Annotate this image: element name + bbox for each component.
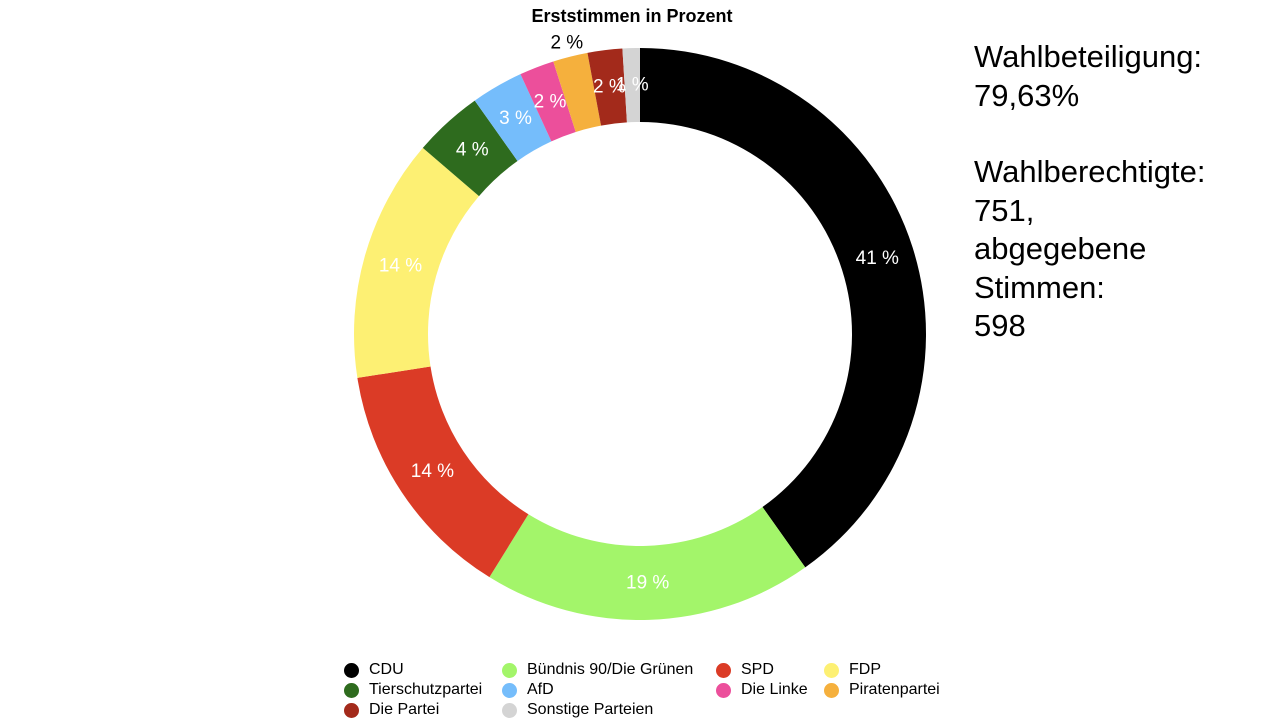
legend-swatch	[716, 682, 731, 698]
legend-item-tierschutzpartei: Tierschutzpartei	[344, 681, 502, 699]
votes-label-2: Stimmen:	[974, 269, 1105, 305]
legend-item-spd: SPD	[716, 661, 824, 679]
slice-tierschutzpartei	[422, 100, 518, 197]
legend-label: Die Partei	[369, 701, 440, 718]
slice-label-tierschutzpartei: 4 %	[456, 139, 489, 160]
slice-label-sonstige-parteien: 1 %	[616, 75, 649, 96]
slice-cdu	[640, 48, 927, 568]
slice-label-spd: 14 %	[411, 461, 454, 482]
legend-swatch	[344, 662, 359, 678]
legend-item-sonstige-parteien: Sonstige Parteien	[502, 701, 716, 719]
legend-item-afd: AfD	[502, 681, 716, 699]
legend-swatch	[344, 702, 359, 718]
legend-item-die-linke: Die Linke	[716, 681, 824, 699]
legend-swatch	[344, 682, 359, 698]
legend-label: SPD	[741, 661, 774, 678]
legend-label: Bündnis 90/Die Grünen	[527, 661, 694, 678]
slice-label-piratenpartei: 2 %	[550, 33, 583, 54]
legend-swatch	[502, 702, 517, 718]
legend-label: Tierschutzpartei	[369, 681, 483, 698]
eligible-label: Wahlberechtigte:	[974, 154, 1206, 189]
slice-spd	[357, 366, 529, 578]
eligible-value: 751,	[974, 192, 1035, 228]
chart-title: Erststimmen in Prozent	[531, 6, 733, 26]
legend-label: AfD	[527, 681, 554, 698]
slice-die-linke	[520, 61, 576, 142]
slice-piratenpartei	[553, 52, 602, 132]
slice-label-die-partei: 2 %	[593, 76, 626, 97]
legend-label: CDU	[369, 661, 404, 678]
slice-label-b-ndnis-90-die-gr-nen: 19 %	[626, 572, 669, 593]
votes-value: 598	[974, 308, 1026, 343]
slice-sonstige-parteien	[622, 48, 640, 123]
slice-label-fdp: 14 %	[379, 255, 422, 276]
legend-swatch	[502, 682, 517, 698]
turnout-label: Wahlbeteiligung:	[974, 39, 1203, 74]
legend-item-fdp: FDP	[824, 661, 964, 679]
legend-item-b-ndnis-90-die-gr-nen: Bündnis 90/Die Grünen	[502, 661, 716, 679]
slice-b-ndnis-90-die-gr-nen	[489, 507, 806, 620]
legend-swatch	[824, 682, 839, 698]
legend-label: FDP	[849, 661, 881, 678]
slice-afd	[474, 74, 552, 161]
chart-legend: CDU Bündnis 90/Die Grünen SPD FDP Tierschutz…	[344, 661, 964, 719]
legend-label: Sonstige Parteien	[527, 701, 654, 718]
legend-swatch	[716, 662, 731, 678]
slice-label-afd: 3 %	[499, 108, 532, 129]
turnout-block: Wahlbeteiligung: 79,63%	[974, 38, 1274, 115]
legend-swatch	[502, 662, 517, 678]
election-info: Wahlbeteiligung: 79,63% Wahlberechtigte:…	[974, 38, 1274, 384]
legend-swatch	[824, 662, 839, 678]
slice-label-die-linke: 2 %	[534, 91, 567, 112]
turnout-value: 79,63%	[974, 77, 1080, 113]
donut-chart: 41 %19 %14 %14 %4 %3 %2 %2 %2 %1 %	[354, 33, 927, 620]
eligible-block: Wahlberechtigte: 751, abgegebene Stimmen…	[974, 153, 1274, 346]
slice-die-partei	[587, 48, 627, 126]
legend-label: Piratenpartei	[849, 681, 940, 698]
slice-label-cdu: 41 %	[856, 248, 899, 269]
votes-label-1: abgegebene	[974, 231, 1147, 266]
legend-item-piratenpartei: Piratenpartei	[824, 681, 964, 699]
legend-item-cdu: CDU	[344, 661, 502, 679]
slice-fdp	[354, 147, 480, 378]
legend-item-die-partei: Die Partei	[344, 701, 502, 719]
legend-label: Die Linke	[741, 681, 808, 698]
